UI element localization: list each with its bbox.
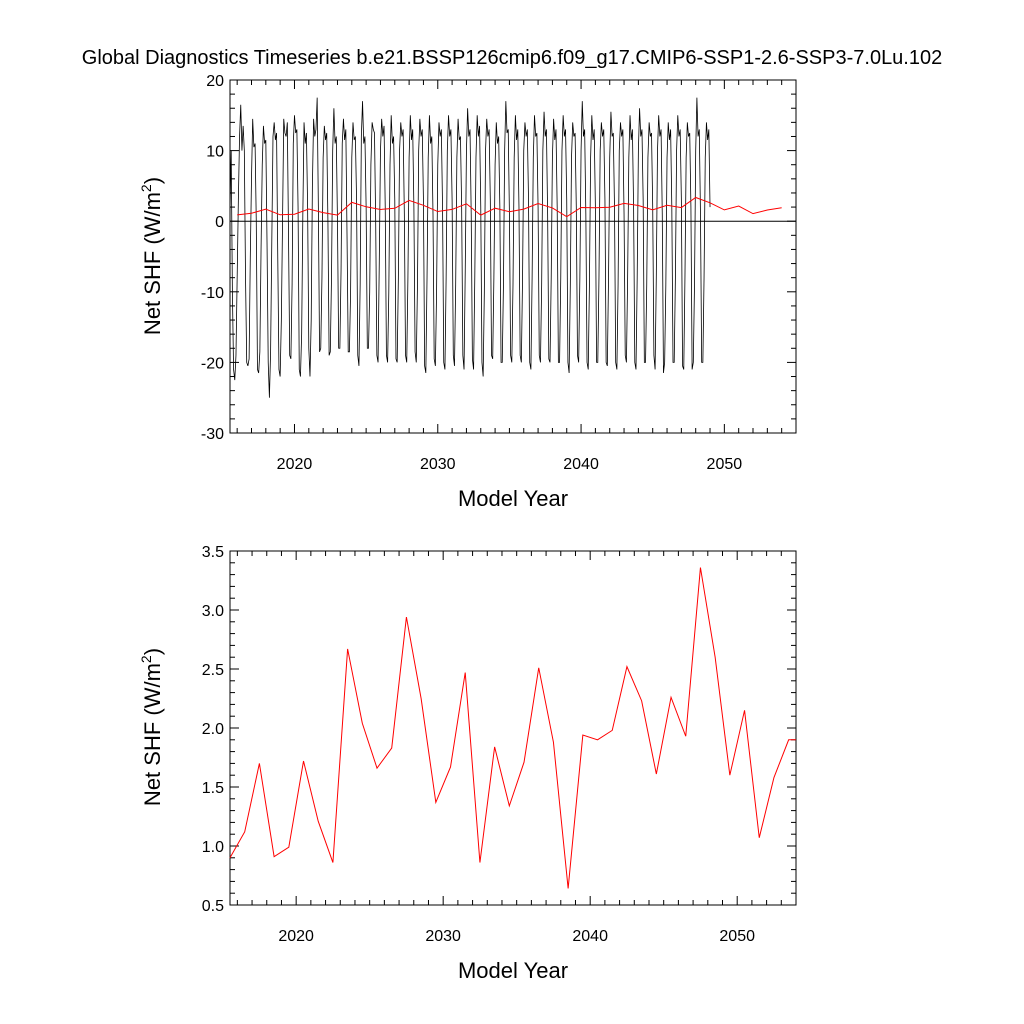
top-plot-frame <box>229 79 797 434</box>
y-tick-label: -20 <box>201 355 224 372</box>
bottom-ticks <box>230 550 797 906</box>
y-tick-label: 2.0 <box>202 721 224 738</box>
x-tick-label: 2020 <box>277 456 313 473</box>
top-x-axis-label: Model Year <box>458 486 568 511</box>
top-x-tick-labels: 2020 2030 2040 2050 <box>277 456 743 473</box>
top-y-axis-label: Net SHF (W/m2) <box>138 177 165 335</box>
y-tick-label: 0.5 <box>202 898 224 915</box>
bottom-x-axis-label: Model Year <box>458 958 568 983</box>
y-tick-label: 20 <box>206 73 224 90</box>
y-tick-label: 3.0 <box>202 603 224 620</box>
x-tick-label: 2030 <box>420 456 456 473</box>
top-panel: 2020 2030 2040 2050 -30 -20 -10 0 10 20 Model Ye… <box>138 73 797 511</box>
x-tick-label: 2030 <box>425 928 461 945</box>
x-tick-label: 2050 <box>707 456 743 473</box>
x-tick-label: 2020 <box>278 928 314 945</box>
x-tick-label: 2050 <box>719 928 755 945</box>
y-tick-label: 1.0 <box>202 839 224 856</box>
bottom-y-tick-labels: 0.5 1.0 1.5 2.0 2.5 3.0 3.5 <box>202 544 224 915</box>
y-tick-label: 2.5 <box>202 662 224 679</box>
annual-mean-series-line <box>237 196 782 218</box>
figure-title: Global Diagnostics Timeseries b.e21.BSSP… <box>82 47 942 69</box>
x-tick-label: 2040 <box>563 456 599 473</box>
bottom-series <box>229 567 796 889</box>
y-tick-label: -30 <box>201 426 224 443</box>
bottom-plot-frame <box>229 550 797 906</box>
y-tick-label: -10 <box>201 285 224 302</box>
x-tick-label: 2040 <box>572 928 608 945</box>
bottom-x-tick-labels: 2020 2030 2040 2050 <box>278 928 755 945</box>
monthly-series-line <box>229 97 711 398</box>
y-tick-label: 10 <box>206 144 224 161</box>
y-tick-label: 3.5 <box>202 544 224 561</box>
top-series <box>229 97 796 398</box>
y-tick-label: 1.5 <box>202 780 224 797</box>
bottom-panel: 2020 2030 2040 2050 0.5 1.0 1.5 2.0 2.5 3.0 3.5 M… <box>138 544 797 983</box>
bottom-y-axis-label: Net SHF (W/m2) <box>138 648 165 806</box>
top-y-tick-labels: -30 -20 -10 0 10 20 <box>201 73 224 443</box>
y-tick-label: 0 <box>215 214 224 231</box>
annual-mean-series-line <box>229 567 796 889</box>
